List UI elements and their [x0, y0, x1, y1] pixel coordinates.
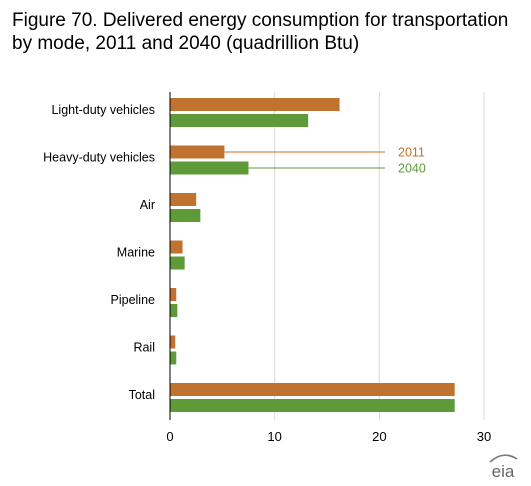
x-tick-label: 10	[267, 429, 281, 444]
bar-2040	[170, 256, 185, 270]
category-label: Light-duty vehicles	[51, 103, 155, 117]
x-tick-label: 20	[372, 429, 386, 444]
category-label: Rail	[133, 341, 155, 355]
category-label: Marine	[117, 246, 155, 260]
category-label: Air	[140, 198, 155, 212]
bar-2011	[170, 145, 225, 159]
bar-2040	[170, 399, 455, 412]
bar-2040	[170, 114, 309, 127]
bar-2011	[170, 383, 455, 396]
legend-label-2011: 2011	[398, 146, 425, 160]
bar-2011	[170, 193, 197, 206]
x-tick-label: 30	[477, 429, 491, 444]
bar-2040	[170, 304, 178, 317]
legend-label-2040: 2040	[398, 162, 426, 176]
x-tick-label: 0	[166, 429, 173, 444]
eia-logo: eia	[489, 454, 518, 480]
bar-2040	[170, 161, 249, 175]
bar-2011	[170, 98, 340, 111]
eia-logo-text: eia	[492, 462, 515, 480]
bar-2040	[170, 351, 177, 365]
bar-2011	[170, 335, 176, 349]
category-label: Pipeline	[111, 293, 156, 307]
chart-title: Figure 70. Delivered energy consumption …	[12, 10, 509, 54]
bar-2011	[170, 288, 177, 301]
eia-logo-swoosh	[489, 454, 518, 463]
bar-2011	[170, 240, 183, 254]
category-label: Total	[129, 388, 155, 402]
bar-2040	[170, 209, 201, 222]
category-label: Heavy-duty vehicles	[43, 151, 155, 165]
